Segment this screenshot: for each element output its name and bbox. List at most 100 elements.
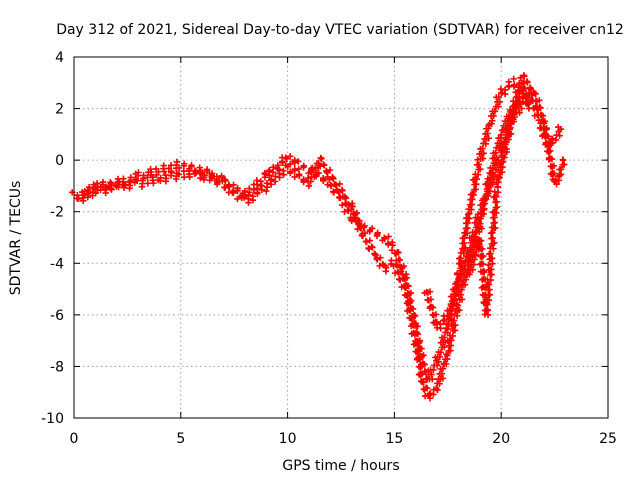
data-point-marker (483, 192, 490, 199)
data-point-marker (501, 86, 509, 94)
data-point-marker (338, 186, 346, 194)
data-point-marker (133, 177, 141, 184)
data-point-marker (430, 391, 437, 398)
data-point-marker (245, 191, 252, 199)
data-point-marker (409, 321, 417, 329)
data-point-marker (518, 105, 525, 112)
data-point-marker (547, 147, 554, 155)
data-point-marker (469, 190, 476, 198)
data-point-marker (322, 167, 330, 175)
data-point-marker (120, 175, 127, 182)
data-point-marker (283, 155, 290, 163)
data-point-marker (84, 186, 92, 194)
x-tick-label: 15 (385, 431, 403, 447)
data-point-marker (430, 366, 437, 374)
data-point-marker (465, 205, 472, 213)
data-point-marker (348, 216, 355, 223)
data-point-marker (291, 173, 298, 181)
data-point-marker (80, 197, 87, 204)
data-point-marker (469, 229, 476, 236)
data-point-marker (446, 307, 453, 314)
data-points (69, 72, 568, 402)
data-point-marker (440, 360, 448, 367)
data-point-marker (196, 164, 203, 171)
data-point-marker (484, 130, 491, 137)
data-point-marker (382, 264, 390, 271)
data-point-marker (510, 75, 517, 83)
data-point-marker (427, 296, 435, 303)
data-point-marker (540, 117, 547, 125)
data-point-marker (401, 291, 409, 299)
data-point-marker (221, 184, 229, 192)
data-point-marker (474, 156, 481, 163)
data-point-marker (453, 301, 460, 308)
data-point-marker (454, 282, 461, 289)
x-axis-label: GPS time / hours (282, 458, 399, 474)
data-point-marker (371, 250, 378, 257)
data-point-marker (491, 107, 499, 115)
x-tick-label: 10 (279, 431, 297, 447)
data-point-marker (511, 81, 518, 89)
data-point-marker (144, 174, 151, 181)
data-point-marker (480, 140, 487, 147)
data-point-marker (160, 162, 167, 169)
data-point-marker (415, 340, 422, 347)
data-point-marker (448, 337, 455, 344)
x-tick-label: 5 (176, 431, 185, 447)
data-point-marker (489, 181, 496, 188)
data-point-marker (491, 188, 498, 195)
data-point-marker (320, 161, 327, 168)
data-point-marker (497, 131, 505, 139)
data-point-marker (392, 261, 400, 268)
data-point-marker (484, 276, 491, 283)
data-point-marker (479, 145, 486, 152)
y-tick-label: 4 (55, 50, 64, 66)
data-point-marker (429, 376, 436, 383)
data-point-marker (475, 161, 483, 168)
data-point-marker (489, 171, 496, 178)
data-point-marker (108, 180, 115, 187)
data-point-marker (139, 177, 146, 184)
data-point-marker (258, 182, 265, 190)
data-point-marker (458, 296, 466, 303)
data-point-marker (329, 173, 336, 181)
data-series (464, 72, 568, 319)
data-point-marker (432, 311, 440, 318)
data-point-marker (186, 167, 193, 175)
data-point-marker (92, 183, 99, 191)
data-point-marker (446, 332, 454, 339)
data-point-marker (135, 169, 142, 176)
x-tick-label: 20 (492, 431, 510, 447)
data-point-marker (160, 168, 168, 175)
data-point-marker (436, 353, 443, 360)
chart-title: Day 312 of 2021, Sidereal Day-to-day VTE… (56, 22, 624, 38)
data-point-marker (415, 347, 422, 355)
data-point-marker (485, 122, 492, 129)
data-point-marker (348, 202, 355, 210)
data-point-marker (487, 164, 494, 172)
data-point-marker (360, 224, 367, 231)
data-point-marker (426, 288, 434, 295)
data-point-marker (520, 80, 527, 87)
data-point-marker (311, 173, 318, 181)
data-point-marker (456, 306, 463, 314)
data-point-marker (359, 230, 366, 237)
data-point-marker (516, 88, 523, 96)
data-point-marker (188, 162, 195, 169)
data-point-marker (168, 169, 175, 176)
data-point-marker (470, 261, 477, 268)
data-point-marker (510, 107, 518, 115)
data-point-marker (550, 162, 558, 170)
data-point-marker (377, 254, 384, 261)
data-point-marker (514, 98, 522, 105)
data-point-marker (326, 166, 334, 174)
data-point-marker (99, 178, 107, 186)
data-point-marker (444, 313, 451, 320)
data-point-marker (472, 171, 479, 178)
data-point-marker (282, 162, 289, 169)
data-point-marker (495, 93, 502, 101)
data-point-marker (355, 217, 362, 224)
x-tick-label: 25 (599, 431, 617, 447)
data-point-marker (108, 186, 115, 193)
